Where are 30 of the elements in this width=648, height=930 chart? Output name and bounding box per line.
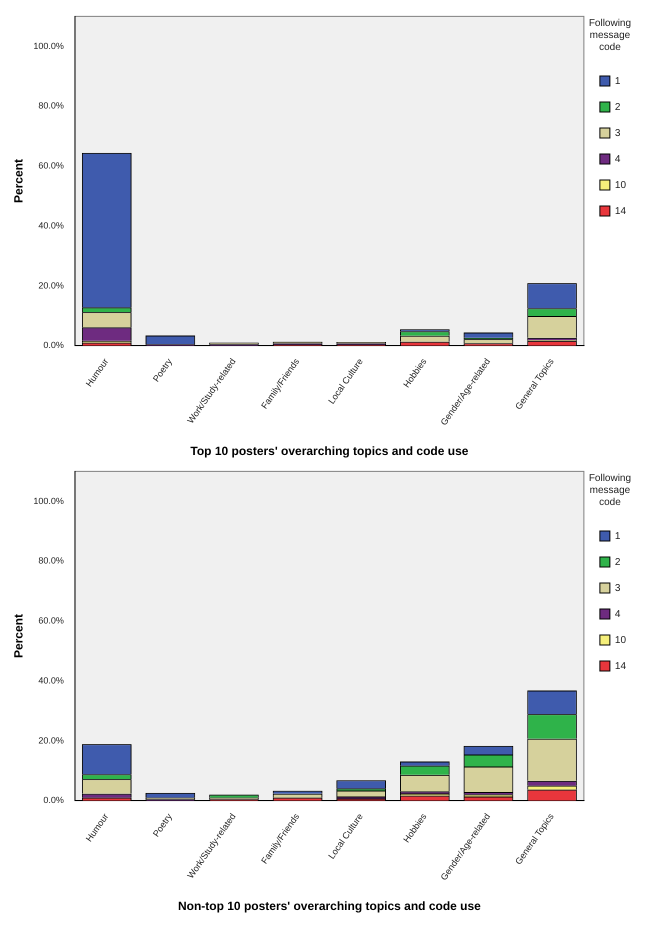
x-axis-title: Non-top 10 posters' overarching topics and code use xyxy=(178,899,482,914)
y-tick-label: 100.0% xyxy=(33,40,64,51)
y-tick-label: 100.0% xyxy=(33,496,64,506)
legend-label: 10 xyxy=(614,180,626,191)
legend-label: 4 xyxy=(614,608,621,620)
legend-label: 2 xyxy=(614,556,621,568)
y-tick-label: 80.0% xyxy=(38,100,64,111)
legend-label: 10 xyxy=(614,634,626,646)
y-axis-title: Percent xyxy=(12,614,26,658)
legend-label: 3 xyxy=(614,582,621,594)
y-tick-label: 0.0% xyxy=(43,795,64,806)
legend-label: 14 xyxy=(614,206,626,217)
y-axis-title: Percent xyxy=(12,159,26,204)
legend-label: 3 xyxy=(614,128,621,139)
y-tick-label: 40.0% xyxy=(38,675,64,686)
legend-title: Following message code xyxy=(588,472,632,508)
legend-label: 1 xyxy=(614,76,621,87)
legend-title: Following message code xyxy=(588,18,632,53)
legend-label: 1 xyxy=(614,530,621,542)
y-tick-label: 60.0% xyxy=(38,160,64,171)
y-tick-label: 40.0% xyxy=(38,220,64,230)
legend-label: 14 xyxy=(614,660,626,672)
y-tick-label: 0.0% xyxy=(43,340,64,350)
legend-label: 2 xyxy=(614,102,621,113)
y-tick-label: 60.0% xyxy=(38,616,64,626)
y-tick-label: 20.0% xyxy=(38,735,64,746)
y-tick-label: 20.0% xyxy=(38,280,64,290)
legend-label: 4 xyxy=(614,154,621,165)
y-tick-label: 80.0% xyxy=(38,556,64,566)
x-axis-title: Top 10 posters' overarching topics and code use xyxy=(190,444,469,458)
